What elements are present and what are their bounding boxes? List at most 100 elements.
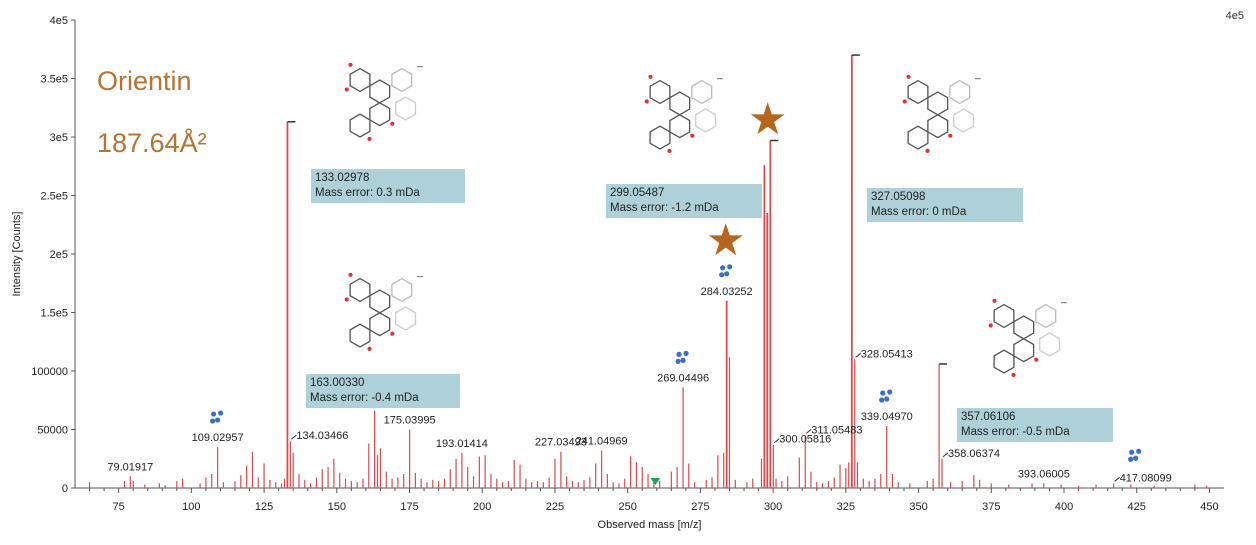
ring: [369, 102, 391, 127]
peak-label: 269.04496: [657, 372, 709, 384]
structure-357: [988, 298, 1067, 377]
y-tick-label: 100000: [31, 366, 68, 378]
annotation-error: Mass error: -0.5 mDa: [961, 426, 1070, 438]
atom: [690, 133, 695, 138]
atom: [1034, 357, 1039, 362]
atom: [906, 74, 911, 79]
x-tick-label: 400: [1055, 501, 1073, 513]
annotation-box-357: 357.06106 Mass error: -0.5 mDa: [957, 408, 1113, 442]
structure-299: [644, 74, 723, 153]
structure-327: [902, 74, 981, 153]
x-tick-label: 75: [113, 501, 125, 513]
fragment-dot: [884, 396, 890, 402]
annotation-box-133: 133.02978 Mass error: 0.3 mDa: [311, 169, 465, 203]
fragment-dot: [680, 357, 686, 363]
x-tick-label: 175: [400, 501, 418, 513]
ring: [349, 323, 371, 348]
y-tick-label: 1.5e5: [40, 308, 68, 320]
ring: [349, 67, 371, 93]
peak-label: 227.03493: [535, 437, 587, 449]
peak-label: 109.02957: [192, 432, 244, 444]
peak-label: 284.03252: [701, 286, 753, 298]
ring: [907, 79, 929, 105]
peak-label: 311.05483: [811, 424, 862, 436]
atom: [667, 148, 672, 153]
label-leader: [942, 452, 949, 458]
ring: [369, 79, 391, 104]
fragment-dot: [676, 351, 682, 357]
ring: [949, 79, 971, 105]
peak-label: 339.04970: [861, 411, 913, 423]
y-tick-label: 2.5e5: [40, 191, 68, 203]
peak-label: 358.06374: [948, 448, 1000, 460]
x-axis-title: Observed mass [m/z]: [598, 519, 702, 531]
annotation-error: Mass error: -1.2 mDa: [610, 202, 719, 214]
peak-label: 134.03466: [296, 430, 348, 442]
atom: [344, 297, 349, 302]
peak-label: 393.06005: [1018, 468, 1070, 480]
atom: [988, 323, 993, 328]
atom: [344, 87, 349, 92]
x-tick-label: 150: [328, 501, 346, 513]
annotation-mass: 163.00330: [310, 377, 365, 389]
x-tick-label: 450: [1200, 501, 1218, 513]
ring: [369, 289, 391, 314]
peak-label: 193.01414: [436, 438, 488, 450]
atom: [348, 272, 353, 277]
peak-label: 328.05413: [861, 348, 913, 360]
fragment-dot: [719, 272, 725, 278]
ring: [993, 349, 1015, 374]
y-tick-label: 3.5e5: [40, 74, 68, 86]
x-tick-label: 225: [546, 501, 564, 513]
x-tick-label: 425: [1128, 501, 1146, 513]
atom: [390, 121, 395, 126]
label-leader: [855, 352, 862, 358]
fragment-dot: [218, 410, 224, 416]
x-tick-label: 125: [255, 501, 273, 513]
ring: [391, 277, 413, 303]
ring: [993, 303, 1015, 329]
annotation-error: Mass error: 0 mDa: [871, 206, 967, 218]
annotation-box-163: 163.00330 Mass error: -0.4 mDa: [306, 374, 460, 408]
fragment-dot: [675, 358, 681, 364]
atom: [390, 331, 395, 336]
fragment-dot: [1128, 456, 1134, 462]
y-tick-label: 50000: [37, 425, 68, 437]
label-leader: [805, 428, 812, 434]
ring: [369, 312, 391, 337]
fragment-dot: [880, 390, 886, 396]
y-tick-label: 2e5: [50, 249, 68, 261]
ring: [349, 113, 371, 138]
x-tick-label: 275: [691, 501, 709, 513]
fragment-dot: [215, 417, 221, 423]
peak-label: 417.08099: [1120, 472, 1172, 484]
ring: [349, 277, 371, 303]
annotation-error: Mass error: 0.3 mDa: [315, 187, 420, 199]
ring: [1013, 338, 1035, 363]
ccs-value: 187.64Å²: [97, 128, 207, 158]
atom: [925, 148, 930, 153]
ring: [691, 79, 713, 105]
fragment-dot: [720, 265, 726, 271]
atom: [948, 133, 953, 138]
ring: [395, 306, 417, 331]
ring: [395, 96, 417, 121]
ring: [649, 79, 671, 105]
ring: [649, 125, 671, 150]
fragment-dot: [724, 271, 730, 277]
annotation-mass: 133.02978: [315, 172, 370, 184]
atom: [367, 346, 372, 351]
label-leader: [773, 438, 780, 444]
atom: [648, 74, 653, 79]
atom: [992, 298, 997, 303]
y-tick-label: 3e5: [50, 132, 68, 144]
atom: [348, 62, 353, 67]
fragment-dot: [1133, 455, 1139, 461]
x-tick-label: 100: [182, 501, 200, 513]
ring: [695, 108, 717, 133]
star-marker: ★: [748, 95, 788, 144]
fragment-dot: [1129, 449, 1135, 455]
ring: [669, 114, 691, 139]
compound-name: Orientin: [97, 66, 192, 96]
